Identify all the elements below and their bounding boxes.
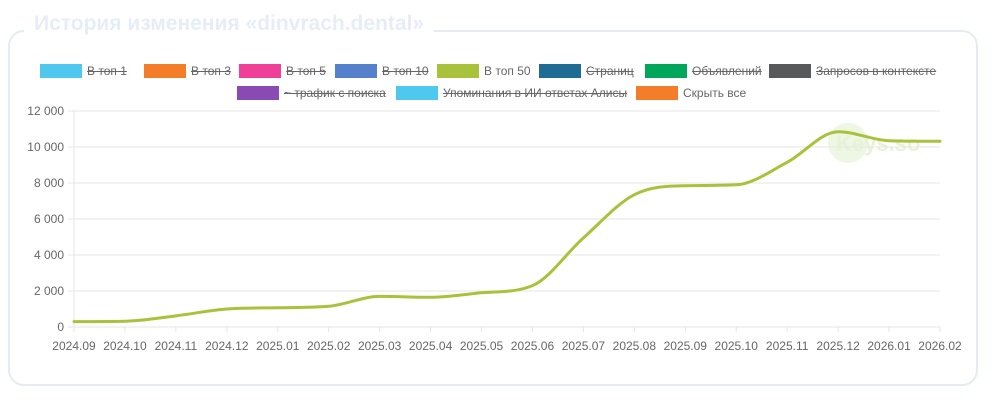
legend-item[interactable]: Упоминания в ИИ ответах Алисы <box>396 84 627 102</box>
x-tick-label: 2026.02 <box>918 339 962 353</box>
x-tick-label: 2025.06 <box>511 339 555 353</box>
legend-swatch <box>40 64 82 78</box>
watermark-text: Keys.so <box>836 131 920 156</box>
x-tick-label: 2025.11 <box>766 339 809 353</box>
x-tick-label: 2025.12 <box>816 339 860 353</box>
legend-label: Запросов в контексте <box>816 64 937 78</box>
legend-item[interactable]: В топ 50 <box>437 62 531 80</box>
y-tick-label: 6 000 <box>34 212 64 226</box>
legend-label: В топ 10 <box>382 64 429 78</box>
y-tick-label: 2 000 <box>34 284 64 298</box>
x-tick-label: 2025.01 <box>256 339 300 353</box>
y-tick-label: 8 000 <box>34 176 64 190</box>
legend-swatch <box>237 86 279 100</box>
legend-item[interactable]: Скрыть все <box>636 84 746 102</box>
legend-item[interactable]: ~ трафик с поиска <box>237 84 386 102</box>
chart-title: История изменения «dinvrach.dental» <box>24 12 435 36</box>
legend-item[interactable]: Объявлений <box>645 62 762 80</box>
legend-item[interactable]: В топ 3 <box>144 62 231 80</box>
x-tick-label: 2025.03 <box>358 339 402 353</box>
legend-swatch <box>144 64 186 78</box>
x-tick-label: 2025.05 <box>460 339 504 353</box>
x-tick-label: 2026.01 <box>867 339 911 353</box>
legend-item[interactable]: В топ 1 <box>40 62 127 80</box>
y-tick-label: 0 <box>57 320 64 334</box>
x-tick-label: 2024.12 <box>205 339 249 353</box>
legend-swatch <box>437 64 479 78</box>
legend-label: В топ 50 <box>484 64 531 78</box>
x-tick-label: 2024.11 <box>155 339 198 353</box>
legend-swatch <box>539 64 581 78</box>
legend-item[interactable]: Запросов в контексте <box>769 62 936 80</box>
series-line <box>72 130 942 324</box>
legend-swatch <box>769 64 811 78</box>
legend-item[interactable]: В топ 10 <box>335 62 429 80</box>
legend-swatch <box>645 64 687 78</box>
legend-swatch <box>239 64 281 78</box>
x-tick-label: 2025.02 <box>307 339 351 353</box>
x-tick-label: 2024.10 <box>103 339 147 353</box>
legend-item[interactable]: Страниц <box>539 62 634 80</box>
legend-label: В топ 5 <box>286 64 326 78</box>
legend-swatch <box>396 86 438 100</box>
legend-item[interactable]: В топ 5 <box>239 62 326 80</box>
x-tick-label: 2025.09 <box>664 339 708 353</box>
legend-label: В топ 1 <box>87 64 127 78</box>
legend-label: Объявлений <box>692 64 762 78</box>
x-tick-label: 2025.07 <box>562 339 606 353</box>
x-tick-label: 2025.04 <box>409 339 453 353</box>
legend-label: В топ 3 <box>191 64 231 78</box>
x-tick-label: 2024.09 <box>52 339 96 353</box>
y-tick-label: 10 000 <box>27 140 64 154</box>
legend-label: Страниц <box>586 64 634 78</box>
legend-label: Скрыть все <box>683 86 747 100</box>
x-tick-label: 2025.10 <box>715 339 759 353</box>
legend-label: ~ трафик с поиска <box>284 86 386 100</box>
y-tick-label: 12 000 <box>27 104 64 118</box>
x-tick-label: 2025.08 <box>613 339 657 353</box>
legend-swatch <box>335 64 377 78</box>
legend-swatch <box>636 86 678 100</box>
y-tick-label: 4 000 <box>34 248 64 262</box>
legend-label: Упоминания в ИИ ответах Алисы <box>443 86 628 100</box>
